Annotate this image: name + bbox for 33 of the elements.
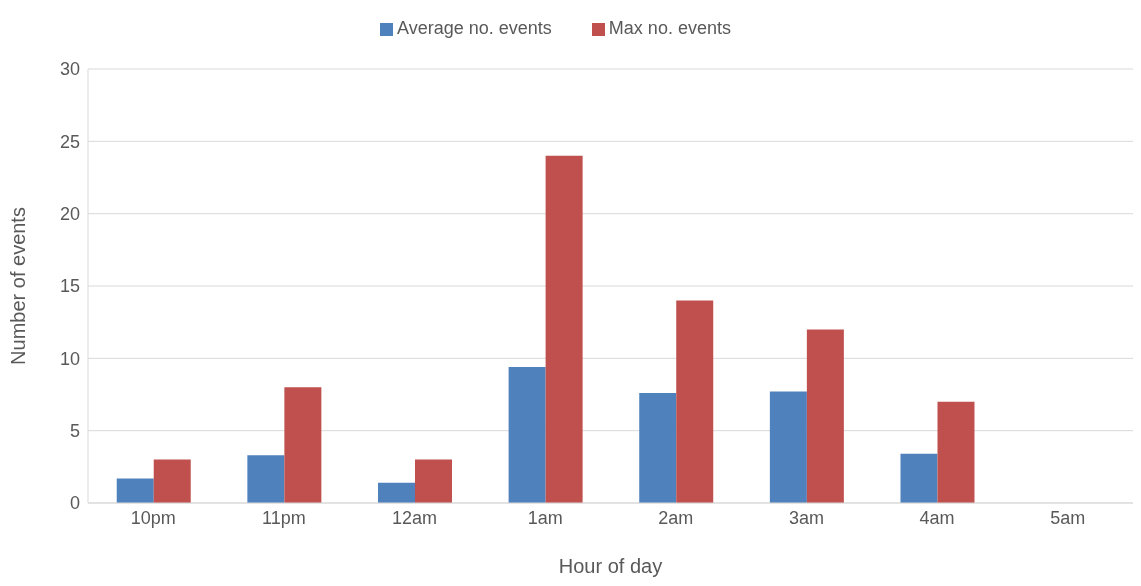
y-tick-label: 5 <box>69 421 80 442</box>
legend-label: Max no. events <box>608 18 731 38</box>
y-tick-label: 10 <box>59 348 80 369</box>
x-tick-label: 5am <box>1050 507 1086 528</box>
bar <box>153 459 191 503</box>
y-tick-label: 20 <box>59 204 80 225</box>
bar <box>545 155 583 503</box>
x-tick-label: 2am <box>658 507 694 528</box>
legend-label: Average no. events <box>397 18 552 38</box>
x-tick-label: 10pm <box>130 507 176 528</box>
x-tick-label: 12am <box>392 507 438 528</box>
y-tick-label: 25 <box>59 131 80 152</box>
bar <box>900 453 938 503</box>
x-axis-title: Hour of day <box>558 555 663 577</box>
y-tick-label: 15 <box>59 276 80 297</box>
bar <box>247 455 285 503</box>
bar <box>377 482 415 503</box>
bar <box>806 329 844 503</box>
bar <box>639 393 677 503</box>
bar <box>937 401 975 503</box>
x-tick-label: 4am <box>919 507 955 528</box>
bar <box>769 391 807 503</box>
x-tick-label: 11pm <box>262 507 306 528</box>
bar <box>116 478 154 503</box>
y-axis-title: Number of events <box>7 207 30 365</box>
x-tick-label: 1am <box>527 507 563 528</box>
bar <box>508 367 546 503</box>
y-tick-label: 0 <box>69 493 80 514</box>
bar <box>676 300 714 503</box>
x-tick-label: 3am <box>788 507 824 528</box>
bar <box>414 459 452 503</box>
bar <box>284 387 322 503</box>
y-tick-label: 30 <box>59 59 80 80</box>
